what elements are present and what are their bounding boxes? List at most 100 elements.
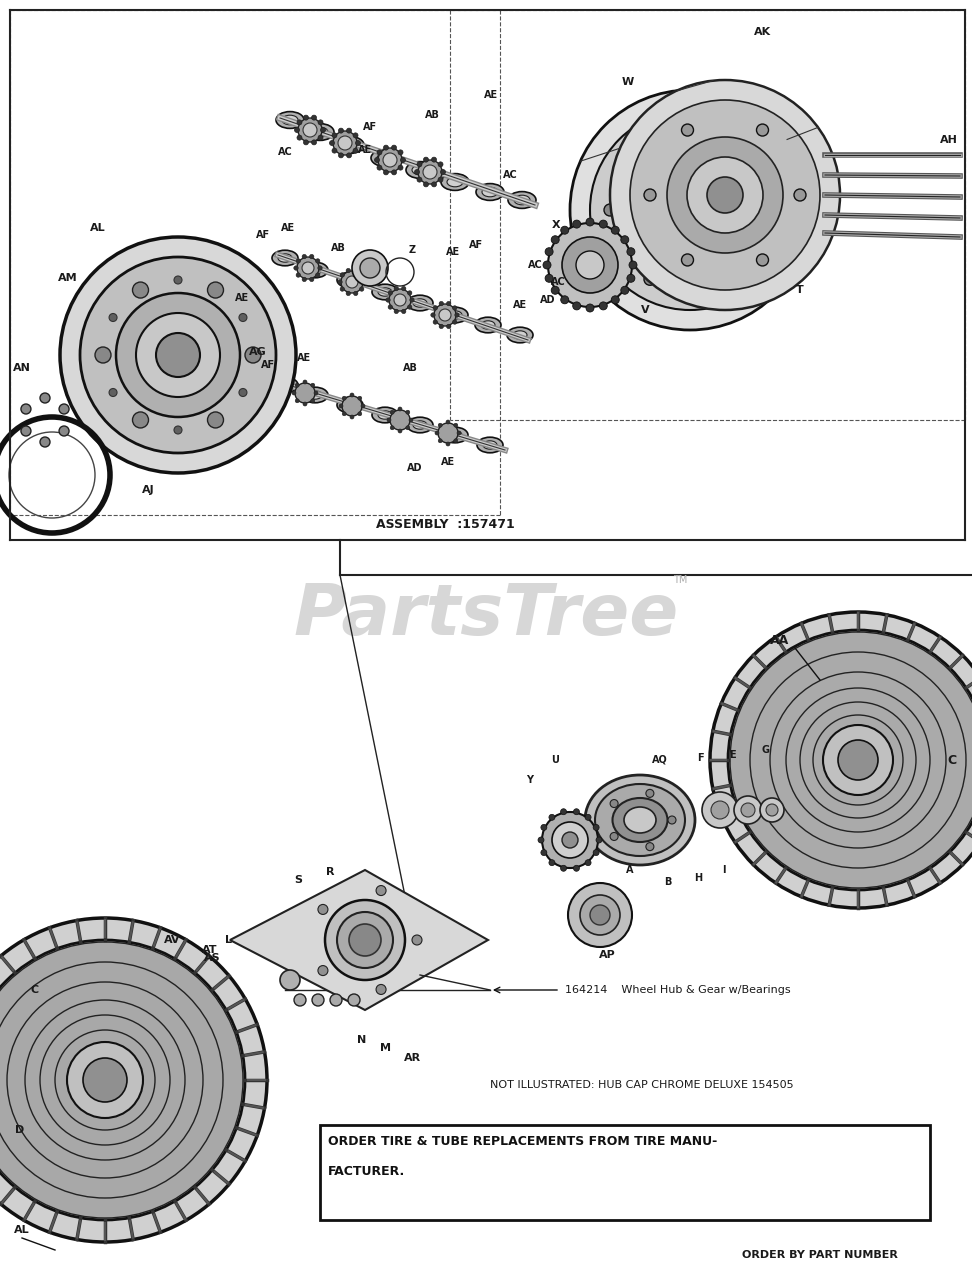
Circle shape bbox=[590, 905, 610, 925]
Circle shape bbox=[0, 918, 267, 1242]
Circle shape bbox=[239, 389, 247, 397]
Circle shape bbox=[346, 128, 352, 133]
Circle shape bbox=[376, 886, 386, 896]
Circle shape bbox=[724, 274, 736, 285]
Text: AQ: AQ bbox=[652, 755, 668, 765]
Text: I: I bbox=[722, 865, 726, 876]
Circle shape bbox=[573, 865, 579, 872]
Ellipse shape bbox=[407, 417, 433, 433]
Text: AF: AF bbox=[363, 122, 377, 132]
Ellipse shape bbox=[342, 141, 358, 150]
Ellipse shape bbox=[413, 421, 427, 429]
Circle shape bbox=[644, 189, 656, 201]
Text: C: C bbox=[948, 754, 956, 767]
Ellipse shape bbox=[312, 127, 328, 137]
Circle shape bbox=[67, 1042, 143, 1117]
Circle shape bbox=[394, 294, 406, 306]
Circle shape bbox=[353, 133, 358, 138]
Circle shape bbox=[384, 145, 389, 150]
Text: AB: AB bbox=[330, 243, 345, 253]
Circle shape bbox=[346, 152, 352, 157]
Circle shape bbox=[377, 165, 382, 170]
Circle shape bbox=[311, 383, 315, 388]
Circle shape bbox=[446, 442, 450, 445]
Circle shape bbox=[728, 630, 972, 890]
Ellipse shape bbox=[308, 266, 322, 274]
Circle shape bbox=[296, 273, 300, 278]
Circle shape bbox=[339, 404, 343, 408]
Ellipse shape bbox=[412, 165, 428, 175]
Circle shape bbox=[764, 204, 776, 216]
Ellipse shape bbox=[514, 195, 530, 205]
Circle shape bbox=[360, 273, 364, 278]
Circle shape bbox=[398, 429, 402, 433]
Circle shape bbox=[386, 298, 390, 302]
Circle shape bbox=[440, 169, 445, 174]
Text: D: D bbox=[16, 1125, 24, 1135]
Circle shape bbox=[356, 141, 361, 146]
Text: TM: TM bbox=[673, 575, 687, 585]
Ellipse shape bbox=[276, 111, 304, 128]
Circle shape bbox=[439, 324, 443, 329]
Ellipse shape bbox=[278, 380, 292, 389]
Circle shape bbox=[724, 134, 736, 147]
Circle shape bbox=[446, 301, 451, 306]
Ellipse shape bbox=[481, 321, 495, 329]
Text: AA: AA bbox=[771, 634, 789, 646]
Circle shape bbox=[621, 287, 629, 294]
Circle shape bbox=[621, 236, 629, 243]
Circle shape bbox=[580, 895, 620, 934]
Circle shape bbox=[593, 850, 599, 855]
Circle shape bbox=[316, 273, 320, 278]
Circle shape bbox=[760, 797, 784, 822]
Circle shape bbox=[340, 287, 344, 292]
Circle shape bbox=[314, 390, 318, 396]
Circle shape bbox=[309, 278, 314, 282]
Circle shape bbox=[434, 303, 456, 326]
Circle shape bbox=[562, 237, 618, 293]
Circle shape bbox=[109, 389, 117, 397]
Text: F: F bbox=[697, 753, 704, 763]
Ellipse shape bbox=[482, 187, 498, 197]
Text: G: G bbox=[761, 745, 769, 755]
Circle shape bbox=[586, 218, 594, 227]
Circle shape bbox=[136, 314, 220, 397]
Circle shape bbox=[435, 431, 439, 435]
Circle shape bbox=[384, 170, 389, 175]
Circle shape bbox=[668, 188, 712, 232]
Text: AV: AV bbox=[163, 934, 180, 945]
Ellipse shape bbox=[372, 407, 398, 422]
Ellipse shape bbox=[302, 387, 328, 403]
Circle shape bbox=[303, 123, 317, 137]
Circle shape bbox=[681, 253, 693, 266]
Circle shape bbox=[360, 259, 380, 278]
Circle shape bbox=[295, 383, 299, 388]
Circle shape bbox=[702, 792, 738, 828]
Text: A: A bbox=[626, 865, 634, 876]
Circle shape bbox=[302, 278, 306, 282]
Ellipse shape bbox=[272, 250, 298, 266]
Circle shape bbox=[446, 420, 450, 424]
Text: AL: AL bbox=[15, 1225, 30, 1235]
Circle shape bbox=[568, 883, 632, 947]
Circle shape bbox=[350, 415, 354, 419]
Circle shape bbox=[387, 419, 391, 422]
Circle shape bbox=[338, 128, 343, 133]
Circle shape bbox=[21, 404, 31, 413]
FancyBboxPatch shape bbox=[320, 1125, 930, 1220]
Circle shape bbox=[40, 393, 50, 403]
Circle shape bbox=[346, 269, 351, 273]
Circle shape bbox=[303, 140, 308, 145]
Circle shape bbox=[681, 124, 693, 136]
Ellipse shape bbox=[337, 397, 363, 412]
Circle shape bbox=[766, 804, 778, 817]
Text: V: V bbox=[641, 305, 649, 315]
Circle shape bbox=[600, 220, 608, 228]
Text: ORDER BY PART NUMBER: ORDER BY PART NUMBER bbox=[742, 1251, 898, 1260]
Text: AF: AF bbox=[256, 230, 270, 241]
Ellipse shape bbox=[302, 262, 328, 278]
Circle shape bbox=[311, 115, 317, 120]
Circle shape bbox=[707, 177, 743, 212]
Ellipse shape bbox=[442, 307, 468, 323]
Circle shape bbox=[0, 940, 245, 1220]
